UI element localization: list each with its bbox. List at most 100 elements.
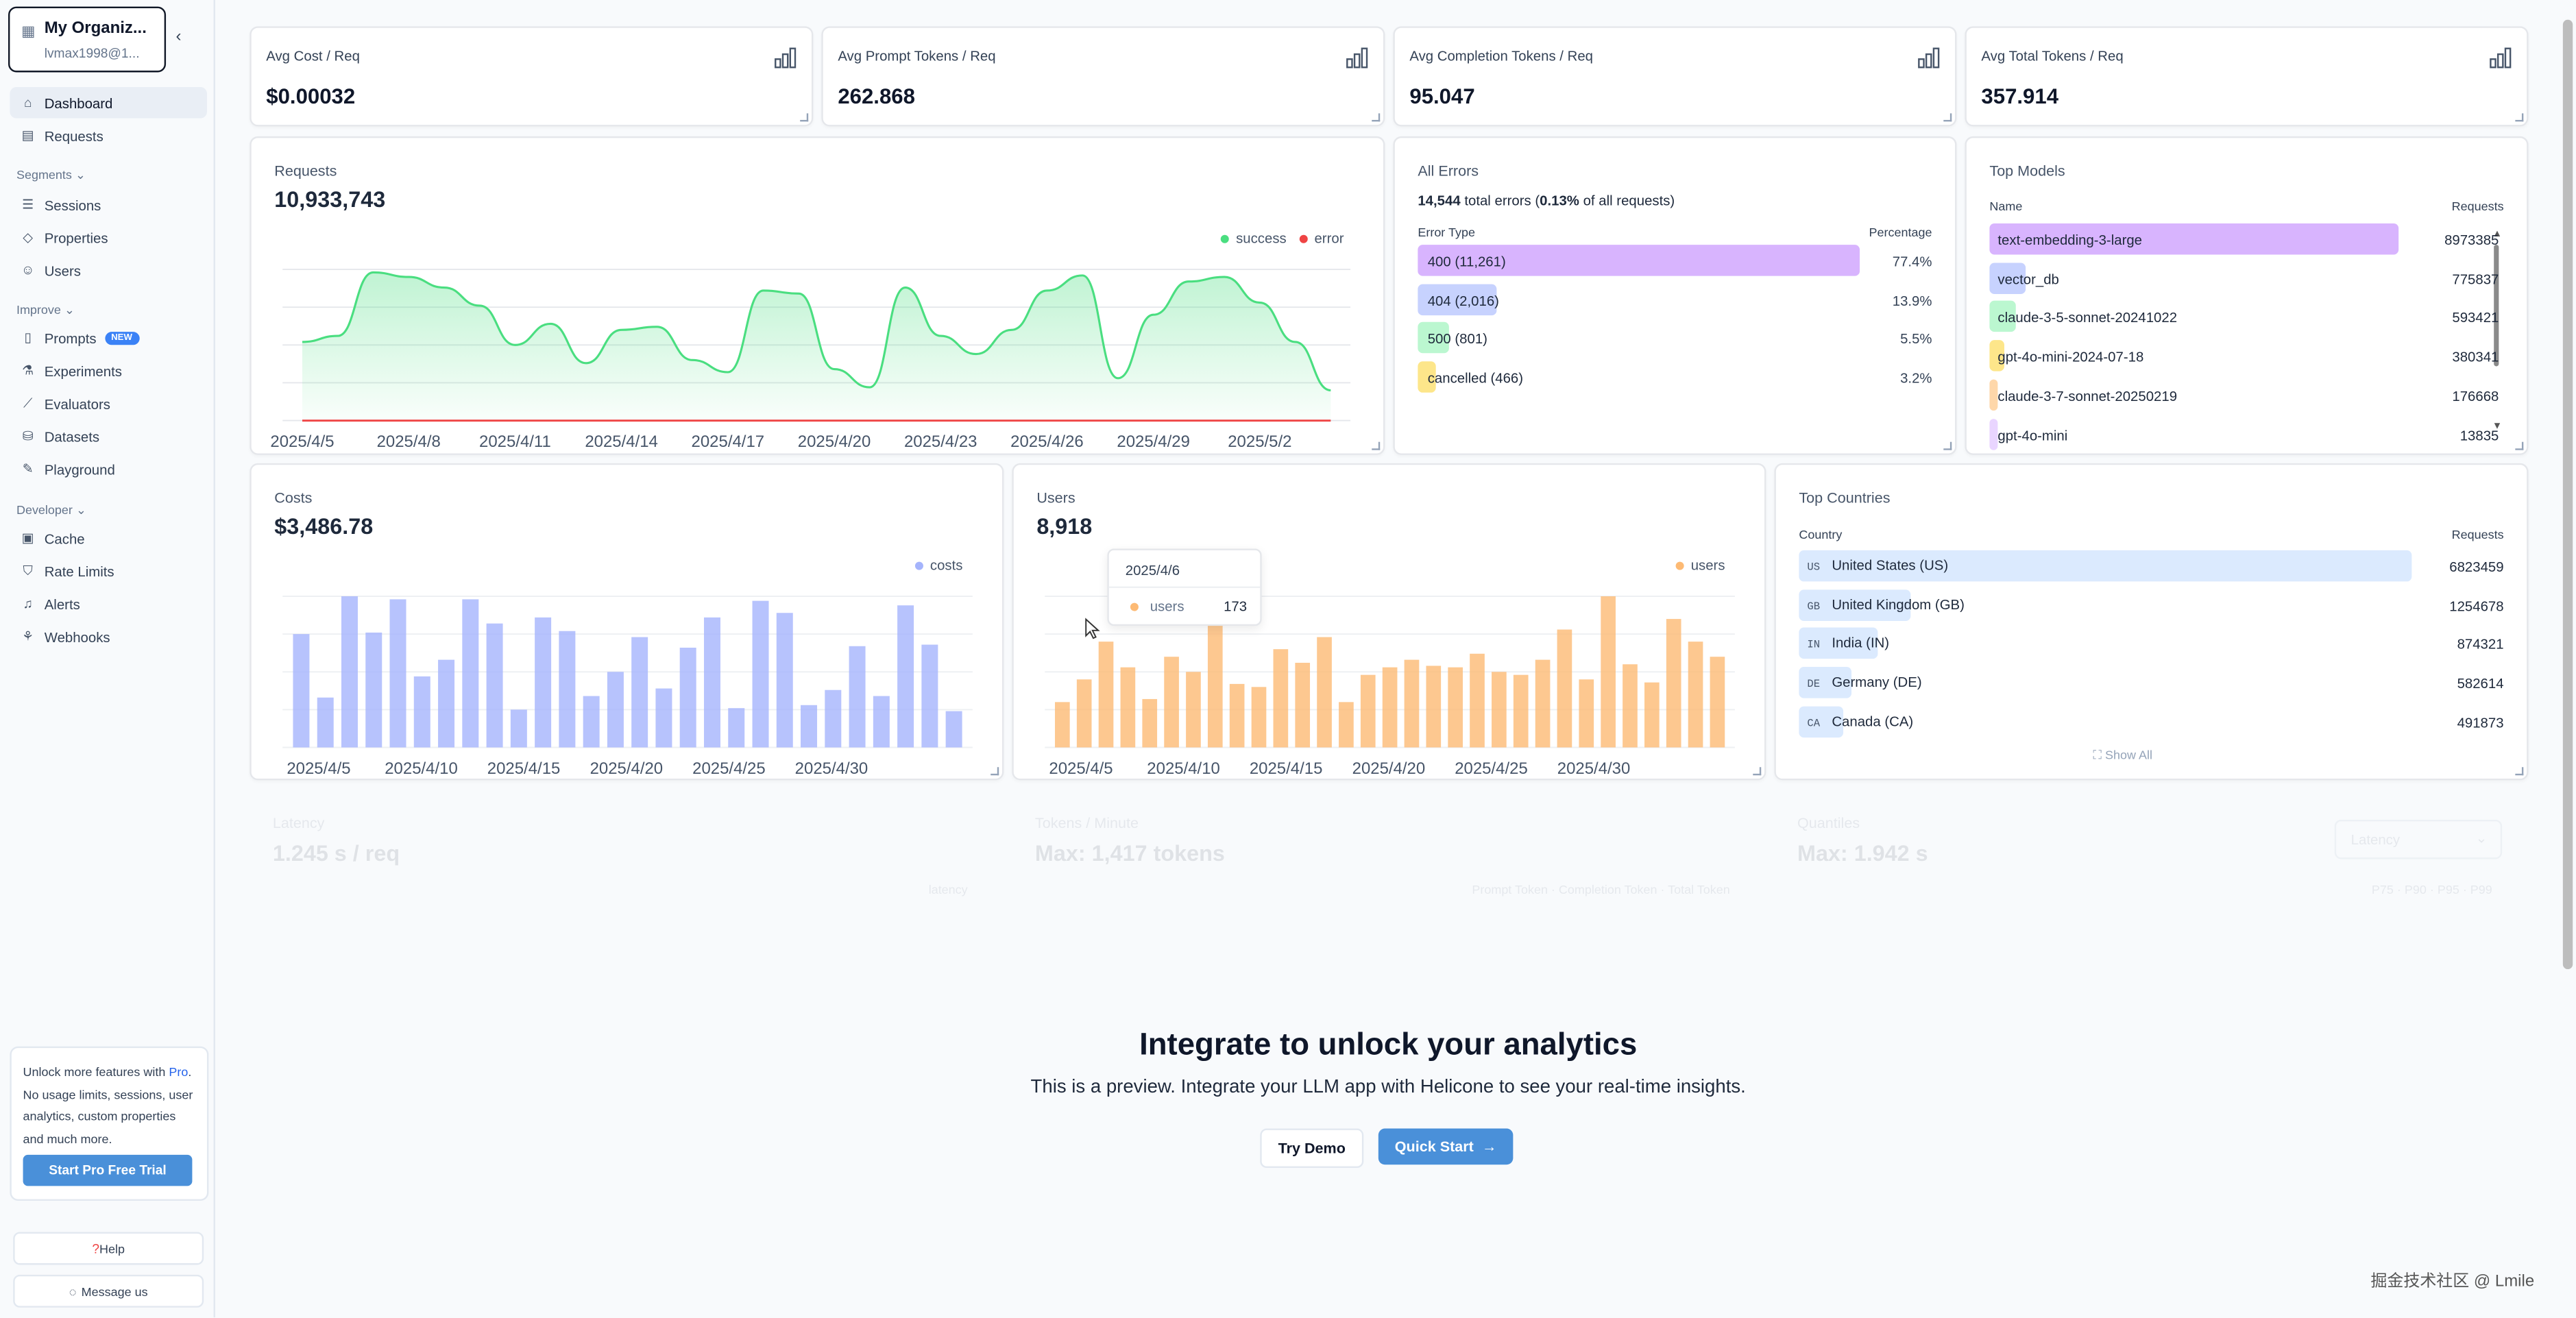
try-demo-button[interactable]: Try Demo (1260, 1128, 1364, 1169)
show-all-button[interactable]: ⛶ Show All (2093, 747, 2152, 764)
building-icon: ▦ (21, 23, 36, 40)
bar-chart-icon[interactable] (1346, 46, 1369, 69)
country-name[interactable]: Canada (CA) (1832, 712, 1914, 729)
nav-item-cache[interactable]: ▣ Cache (10, 522, 207, 554)
section-segments[interactable]: Segments ⌄ (16, 167, 86, 183)
pencil-icon: ✎ (22, 461, 34, 477)
message-us-button[interactable]: ◌ Message us (13, 1274, 204, 1308)
section-improve[interactable]: Improve ⌄ (16, 302, 75, 317)
model-name[interactable]: vector_db (1997, 270, 2059, 287)
country-name[interactable]: United Kingdom (GB) (1832, 596, 1965, 613)
model-bar (1989, 340, 2004, 371)
nav-item-dashboard[interactable]: ⌂ Dashboard (10, 87, 207, 119)
org-switcher[interactable]: ▦ My Organiz... lvmax1998@1... (8, 6, 167, 73)
mouse-cursor-icon (1085, 618, 1100, 639)
stat-card-avg-total-tokens: Avg Total Tokens / Req 357.914 (1965, 26, 2529, 127)
users-chart-tooltip: 2025/4/6 users 173 (1107, 548, 1262, 626)
model-name[interactable]: claude-3-5-sonnet-20241022 (1997, 309, 2178, 326)
nav-item-sessions[interactable]: ☰ Sessions (10, 189, 207, 221)
database-icon: ⛁ (22, 428, 34, 444)
shield-icon: ⛉ (23, 562, 33, 578)
nav-label: Webhooks (44, 628, 110, 645)
nav-item-users[interactable]: ☺ Users (10, 254, 207, 286)
users-bar-chart: 2025/4/5 2025/4/10 2025/4/15 2025/4/20 2025/… (1045, 596, 1735, 778)
resize-handle[interactable] (2515, 113, 2524, 122)
x-tick-label: 2025/4/5 (287, 759, 350, 778)
bar-chart-icon[interactable] (2489, 46, 2512, 69)
resize-handle[interactable] (1372, 113, 1381, 122)
resize-handle[interactable] (2515, 441, 2524, 450)
nav-item-experiments[interactable]: ⚗ Experiments (10, 355, 207, 387)
tooltip-value: 173 (1224, 598, 1248, 615)
model-bar (1989, 301, 2016, 333)
nav-item-prompts[interactable]: ▯ Prompts NEW (10, 322, 207, 354)
start-pro-trial-button[interactable]: Start Pro Free Trial (23, 1154, 193, 1186)
errors-summary-end: of all requests) (1579, 192, 1675, 209)
country-bar (1799, 550, 2412, 582)
home-icon: ⌂ (23, 95, 32, 110)
page-scrollbar[interactable] (2562, 19, 2573, 970)
x-tick-label: 2025/4/5 (270, 432, 334, 451)
section-developer[interactable]: Developer ⌄ (16, 502, 86, 517)
nav-item-requests[interactable]: ▤ Requests (10, 120, 207, 151)
model-name[interactable]: gpt-4o-mini (1997, 426, 2068, 443)
nav-label: Requests (44, 127, 104, 144)
nav-item-datasets[interactable]: ⛁ Datasets (10, 421, 207, 452)
quick-start-button[interactable]: Quick Start → (1378, 1128, 1514, 1165)
resize-handle[interactable] (991, 767, 999, 776)
cost-bar (752, 600, 769, 748)
x-tick-label: 2025/4/15 (487, 759, 561, 778)
collapse-sidebar-icon[interactable]: ‹ (175, 27, 182, 47)
resize-handle[interactable] (800, 113, 809, 122)
nav-item-evaluators[interactable]: ⟋ Evaluators (10, 388, 207, 419)
model-bar (1989, 417, 1998, 450)
country-code: DE (1807, 679, 1821, 690)
stat-label: Avg Prompt Tokens / Req (838, 47, 996, 64)
model-requests-header: Requests (2451, 199, 2504, 214)
nav-item-properties[interactable]: ◇ Properties (10, 222, 207, 254)
user-bar (1360, 674, 1376, 748)
stat-value: 95.047 (1409, 84, 1475, 109)
country-name[interactable]: Germany (DE) (1832, 673, 1922, 690)
nav-item-webhooks[interactable]: ⚘ Webhooks (10, 621, 207, 652)
cost-bar (462, 599, 479, 748)
resize-handle[interactable] (1943, 441, 1952, 450)
requests-value: 10,933,743 (274, 187, 386, 212)
model-name[interactable]: claude-3-7-sonnet-20250219 (1997, 387, 2178, 404)
country-name[interactable]: India (IN) (1832, 635, 1890, 652)
user-bar (1601, 596, 1616, 748)
costs-bar-chart: 2025/4/5 2025/4/10 2025/4/15 2025/4/20 2025/… (282, 596, 973, 778)
stat-card-avg-completion-tokens: Avg Completion Tokens / Req 95.047 (1393, 26, 1957, 127)
bar-chart-icon[interactable] (1917, 46, 1941, 69)
nav-item-rate-limits[interactable]: ⛉ Rate Limits (10, 555, 207, 587)
nav-label: Dashboard (44, 94, 113, 111)
quantiles-metric-select[interactable]: Latency ⌄ (2334, 819, 2503, 859)
model-name[interactable]: text-embedding-3-large (1997, 231, 2143, 248)
top-countries-title: Top Countries (1799, 489, 1891, 507)
error-bar (1418, 283, 1498, 315)
user-bar (1339, 702, 1354, 748)
pro-link[interactable]: Pro (169, 1064, 189, 1079)
scroll-down-icon[interactable]: ▼ (2492, 422, 2503, 432)
latency-value: 1.245 s / req (272, 841, 400, 866)
country-name[interactable]: United States (US) (1832, 557, 1949, 574)
help-button[interactable]: ? Help (13, 1232, 204, 1265)
top-models-title: Top Models (1989, 162, 2065, 180)
model-name[interactable]: gpt-4o-mini-2024-07-18 (1997, 348, 2144, 365)
nav-label: Evaluators (44, 395, 110, 412)
bar-chart-icon[interactable] (774, 46, 797, 69)
scroll-up-icon[interactable]: ▲ (2492, 230, 2503, 240)
x-tick-label: 2025/4/30 (795, 759, 868, 778)
resize-handle[interactable] (1372, 441, 1381, 450)
country-requests: 1254678 (2449, 597, 2504, 614)
nav-label: Experiments (44, 362, 122, 379)
stat-label: Avg Total Tokens / Req (1981, 47, 2124, 64)
resize-handle[interactable] (1943, 113, 1952, 122)
nav-item-playground[interactable]: ✎ Playground (10, 453, 207, 485)
resize-handle[interactable] (1753, 767, 1762, 776)
cost-bar (583, 696, 600, 748)
models-scrollbar[interactable] (2494, 245, 2499, 367)
resize-handle[interactable] (2515, 767, 2524, 776)
nav-item-alerts[interactable]: ♫ Alerts (10, 588, 207, 620)
cost-bar (776, 613, 793, 748)
